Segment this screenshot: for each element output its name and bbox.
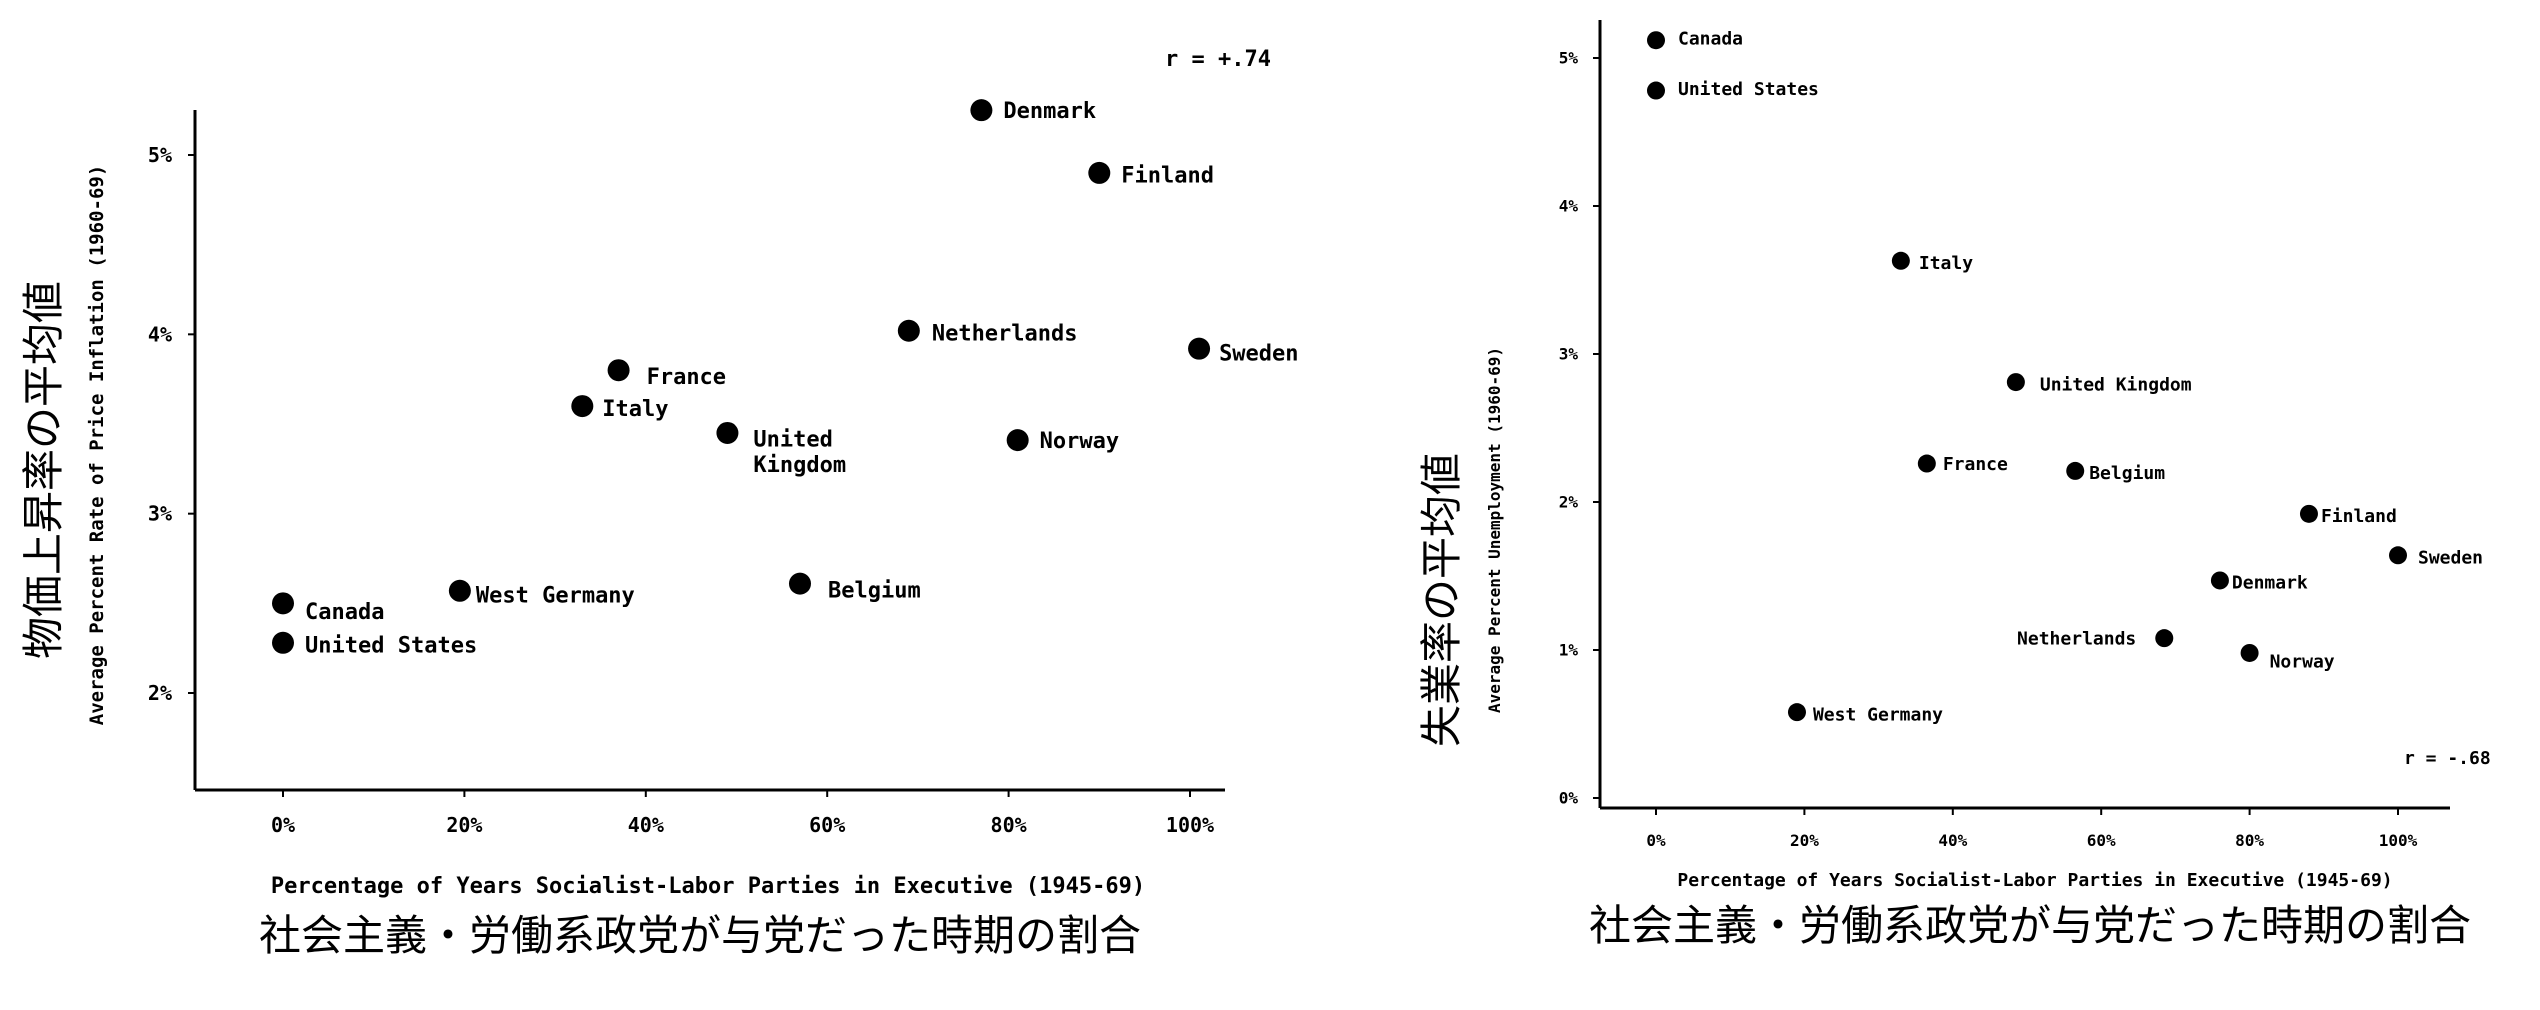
point-label-finland: Finland — [2321, 506, 2397, 527]
y-axis-label-ja: 失業率の平均値 — [1417, 453, 1466, 747]
data-point-finland — [2299, 504, 2318, 523]
y-tick-label: 4% — [1559, 197, 1579, 216]
point-label-west-germany: West Germany — [476, 583, 635, 608]
data-point-united-states — [272, 631, 294, 654]
data-point-west-germany — [1787, 703, 1806, 722]
point-label-finland: Finland — [1121, 164, 1214, 189]
data-point-netherlands — [2155, 629, 2174, 648]
data-point-west-germany — [448, 579, 471, 602]
data-point-denmark — [2210, 571, 2229, 590]
x-tick-label: 20% — [1790, 831, 1819, 850]
point-label-norway: Norway — [2270, 651, 2335, 672]
x-tick-label: 0% — [271, 813, 295, 837]
point-label-west-germany: West Germany — [1813, 704, 1943, 725]
x-tick-label: 100% — [1166, 813, 1214, 837]
point-label-sweden: Sweden — [2418, 548, 2483, 569]
point-label-netherlands: Netherlands — [932, 321, 1078, 346]
point-label-belgium: Belgium — [828, 578, 921, 603]
y-tick-label: 3% — [1559, 345, 1579, 364]
data-point-united-kingdom — [2006, 373, 2025, 392]
point-label-canada: Canada — [305, 600, 384, 625]
data-point-norway — [1006, 429, 1029, 452]
x-axis-label: Percentage of Years Socialist-Labor Part… — [1677, 870, 2392, 891]
data-point-belgium — [2066, 461, 2085, 480]
point-label-italy: Italy — [1919, 253, 1973, 274]
data-point-norway — [2240, 643, 2259, 662]
data-point-sweden — [1188, 337, 1211, 360]
point-label-united-kingdom: United Kingdom — [2040, 374, 2192, 395]
data-point-belgium — [788, 572, 811, 595]
data-point-denmark — [970, 99, 993, 122]
point-label-norway: Norway — [1040, 429, 1119, 454]
x-tick-label: 0% — [1646, 831, 1666, 850]
data-point-united-kingdom — [716, 421, 739, 444]
point-label-italy: Italy — [602, 397, 668, 422]
x-tick-label: 40% — [1938, 831, 1967, 850]
unemployment-scatter-chart: 0% 1% 2% 3% 4% 5% 0% 20% 40% 60% 80% 100% Canada Un… — [1417, 20, 2491, 950]
y-tick-label: 1% — [1559, 641, 1579, 660]
x-tick-label: 100% — [2379, 831, 2418, 850]
data-point-italy — [1891, 251, 1910, 270]
data-point-netherlands — [897, 319, 920, 342]
x-tick-label: 40% — [628, 813, 664, 837]
x-axis-label-ja: 社会主義・労働系政党が与党だった時期の割合 — [1589, 901, 2471, 950]
y-tick-label: 3% — [148, 502, 172, 526]
point-label-denmark: Denmark — [1003, 99, 1096, 124]
point-label-belgium: Belgium — [2089, 463, 2165, 484]
x-tick-label: 80% — [2235, 831, 2264, 850]
correlation-annotation: r = -.68 — [2404, 748, 2491, 769]
data-point-france — [607, 359, 630, 382]
point-label-netherlands: Netherlands — [2017, 628, 2136, 649]
data-point-united-states — [1647, 81, 1665, 100]
inflation-scatter-chart: 2% 3% 4% 5% 0% 20% 40% 60% 80% 100% Canada United… — [19, 47, 1299, 960]
data-point-finland — [1088, 161, 1111, 184]
data-point-canada — [1647, 31, 1665, 50]
point-label-united-states: United States — [1678, 79, 1819, 100]
x-tick-label: 60% — [809, 813, 845, 837]
point-label-united-kingdom: United Kingdom — [753, 428, 846, 478]
correlation-annotation: r = +.74 — [1165, 47, 1271, 72]
data-point-italy — [571, 395, 594, 418]
x-tick-label: 60% — [2087, 831, 2116, 850]
y-tick-label: 5% — [1559, 49, 1579, 68]
x-tick-label: 80% — [991, 813, 1027, 837]
point-label-canada: Canada — [1678, 29, 1743, 50]
y-axis-label: Average Percent Unemployment (1960-69) — [1485, 347, 1504, 713]
y-tick-label: 2% — [148, 681, 172, 705]
point-label-france: France — [1943, 454, 2008, 475]
data-point-canada — [272, 592, 294, 615]
x-axis-label: Percentage of Years Socialist-Labor Part… — [271, 874, 1145, 899]
point-label-sweden: Sweden — [1219, 341, 1298, 366]
y-tick-label: 2% — [1559, 493, 1579, 512]
point-label-france: France — [647, 365, 726, 390]
x-axis-label-ja: 社会主義・労働系政党が与党だった時期の割合 — [259, 911, 1141, 960]
y-axis-label-ja: 物価上昇率の平均値 — [19, 281, 68, 659]
y-tick-label: 4% — [148, 322, 172, 346]
y-tick-label: 5% — [148, 143, 172, 167]
y-axis-label: Average Percent Rate of Price Inflation … — [86, 165, 108, 726]
data-point-sweden — [2389, 546, 2407, 565]
x-tick-label: 20% — [446, 813, 482, 837]
point-label-denmark: Denmark — [2232, 573, 2308, 594]
y-tick-label: 0% — [1559, 789, 1579, 808]
data-point-france — [1917, 454, 1936, 473]
point-label-united-states: United States — [305, 633, 477, 658]
